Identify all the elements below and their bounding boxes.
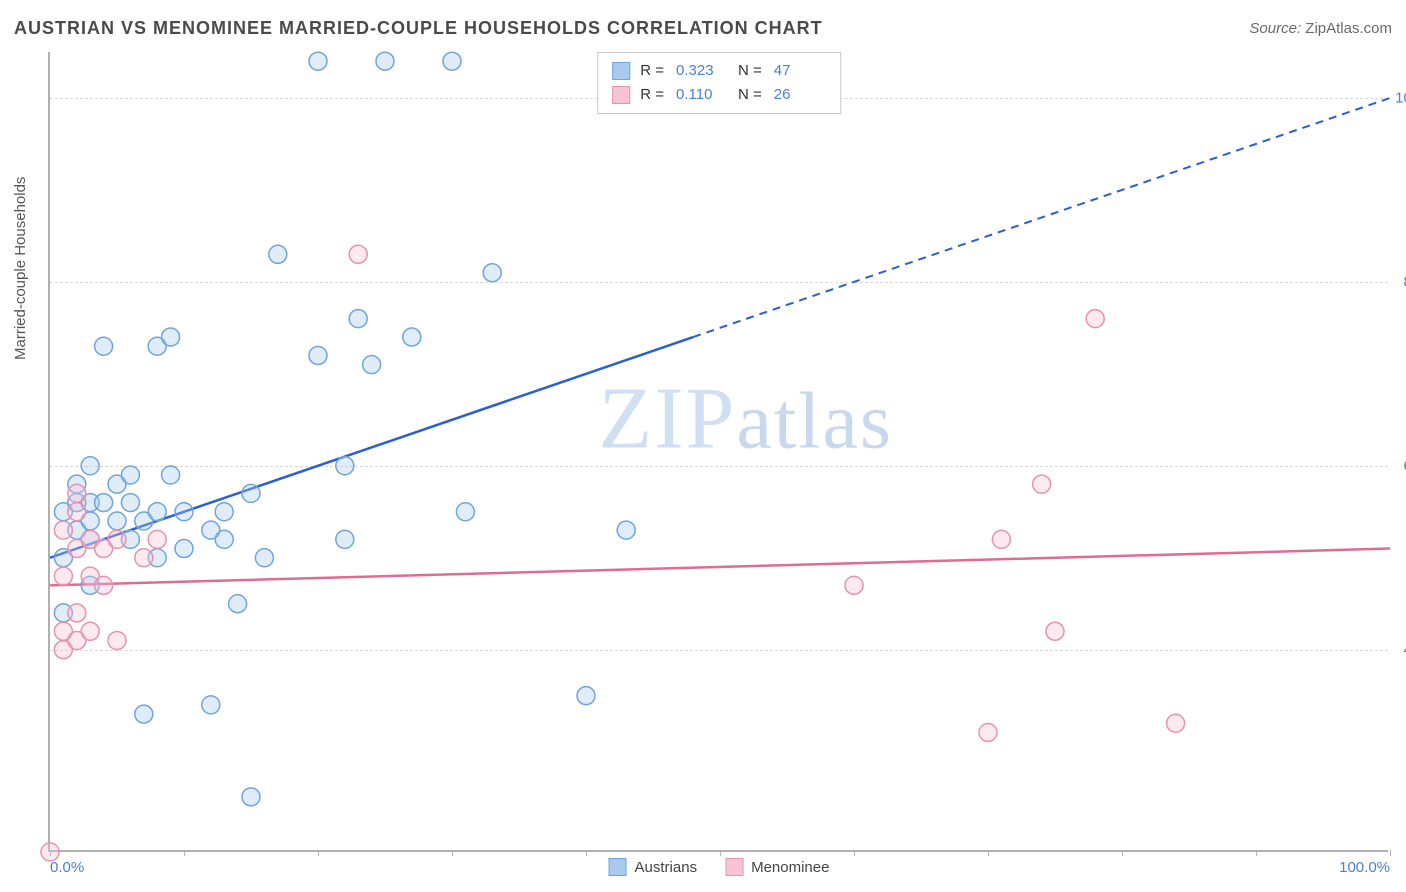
source-value: ZipAtlas.com — [1305, 20, 1392, 37]
legend-series-item: Austrians — [609, 858, 698, 876]
menominee-point — [54, 521, 72, 539]
austrians-point — [202, 696, 220, 714]
austrians-point — [215, 503, 233, 521]
legend-series-label: Menominee — [751, 859, 829, 876]
menominee-point — [979, 723, 997, 741]
austrians-point — [617, 521, 635, 539]
x-tick-mark — [586, 850, 587, 856]
austrians-point — [242, 484, 260, 502]
austrians-point — [162, 466, 180, 484]
austrians-point — [309, 52, 327, 70]
menominee-point — [81, 622, 99, 640]
legend-swatch — [609, 858, 627, 876]
menominee-point — [108, 632, 126, 650]
austrians-point — [577, 687, 595, 705]
austrians-point — [162, 328, 180, 346]
austrians-point — [81, 457, 99, 475]
menominee-point — [41, 843, 59, 861]
n-label: N = — [738, 83, 762, 107]
austrians-point — [403, 328, 421, 346]
legend-swatch — [612, 62, 630, 80]
n-value: 47 — [774, 59, 818, 83]
x-tick-mark — [1390, 850, 1391, 856]
r-value: 0.323 — [676, 59, 720, 83]
austrians-point — [483, 264, 501, 282]
menominee-point — [349, 245, 367, 263]
menominee-point — [1167, 714, 1185, 732]
menominee-point — [845, 576, 863, 594]
menominee-point — [54, 567, 72, 585]
austrians-point — [363, 356, 381, 374]
r-value: 0.110 — [676, 83, 720, 107]
menominee-point — [148, 530, 166, 548]
x-tick-mark — [988, 850, 989, 856]
x-tick-mark — [318, 850, 319, 856]
legend-stat-row: R = 0.110 N = 26 — [612, 83, 826, 107]
y-axis-label: Married-couple Households — [12, 177, 29, 360]
austrians-point — [456, 503, 474, 521]
menominee-point — [108, 530, 126, 548]
austrians-point — [95, 494, 113, 512]
legend-stats: R = 0.323 N = 47 R = 0.110 N = 26 — [597, 52, 841, 114]
scatter-plot-area: ZIPatlas 40.0%60.0%80.0%100.0% 0.0%100.0… — [48, 52, 1388, 852]
austrians-point — [376, 52, 394, 70]
legend-swatch — [725, 858, 743, 876]
legend-series-item: Menominee — [725, 858, 829, 876]
chart-svg — [50, 52, 1388, 850]
austrians-trendline-extrapolated — [693, 98, 1390, 337]
menominee-point — [68, 503, 86, 521]
austrians-point — [95, 337, 113, 355]
austrians-point — [349, 310, 367, 328]
austrians-point — [135, 705, 153, 723]
r-label: R = — [640, 83, 664, 107]
legend-series: Austrians Menominee — [609, 858, 830, 876]
menominee-point — [95, 576, 113, 594]
legend-series-label: Austrians — [635, 859, 698, 876]
menominee-point — [1033, 475, 1051, 493]
menominee-point — [1046, 622, 1064, 640]
austrians-point — [108, 512, 126, 530]
austrians-point — [242, 788, 260, 806]
menominee-point — [68, 484, 86, 502]
austrians-point — [255, 549, 273, 567]
r-label: R = — [640, 59, 664, 83]
legend-swatch — [612, 86, 630, 104]
x-tick-mark — [184, 850, 185, 856]
menominee-trendline — [50, 549, 1390, 586]
x-tick-label: 0.0% — [50, 859, 84, 876]
austrians-point — [336, 530, 354, 548]
austrians-point — [443, 52, 461, 70]
legend-stat-row: R = 0.323 N = 47 — [612, 59, 826, 83]
austrians-point — [229, 595, 247, 613]
menominee-point — [992, 530, 1010, 548]
austrians-point — [121, 466, 139, 484]
austrians-point — [121, 494, 139, 512]
x-tick-mark — [854, 850, 855, 856]
x-tick-mark — [452, 850, 453, 856]
chart-title: AUSTRIAN VS MENOMINEE MARRIED-COUPLE HOU… — [14, 18, 823, 39]
y-tick-label: 100.0% — [1395, 89, 1406, 106]
source-label: Source: — [1249, 20, 1305, 37]
x-tick-label: 100.0% — [1339, 859, 1390, 876]
austrians-point — [175, 503, 193, 521]
austrians-point — [175, 540, 193, 558]
n-label: N = — [738, 59, 762, 83]
austrians-point — [269, 245, 287, 263]
austrians-point — [309, 346, 327, 364]
x-tick-mark — [1256, 850, 1257, 856]
austrians-point — [215, 530, 233, 548]
source-attribution: Source: ZipAtlas.com — [1249, 20, 1392, 37]
austrians-point — [336, 457, 354, 475]
menominee-point — [135, 549, 153, 567]
menominee-point — [1086, 310, 1104, 328]
menominee-point — [68, 604, 86, 622]
n-value: 26 — [774, 83, 818, 107]
austrians-point — [148, 503, 166, 521]
x-tick-mark — [1122, 850, 1123, 856]
x-tick-mark — [720, 850, 721, 856]
